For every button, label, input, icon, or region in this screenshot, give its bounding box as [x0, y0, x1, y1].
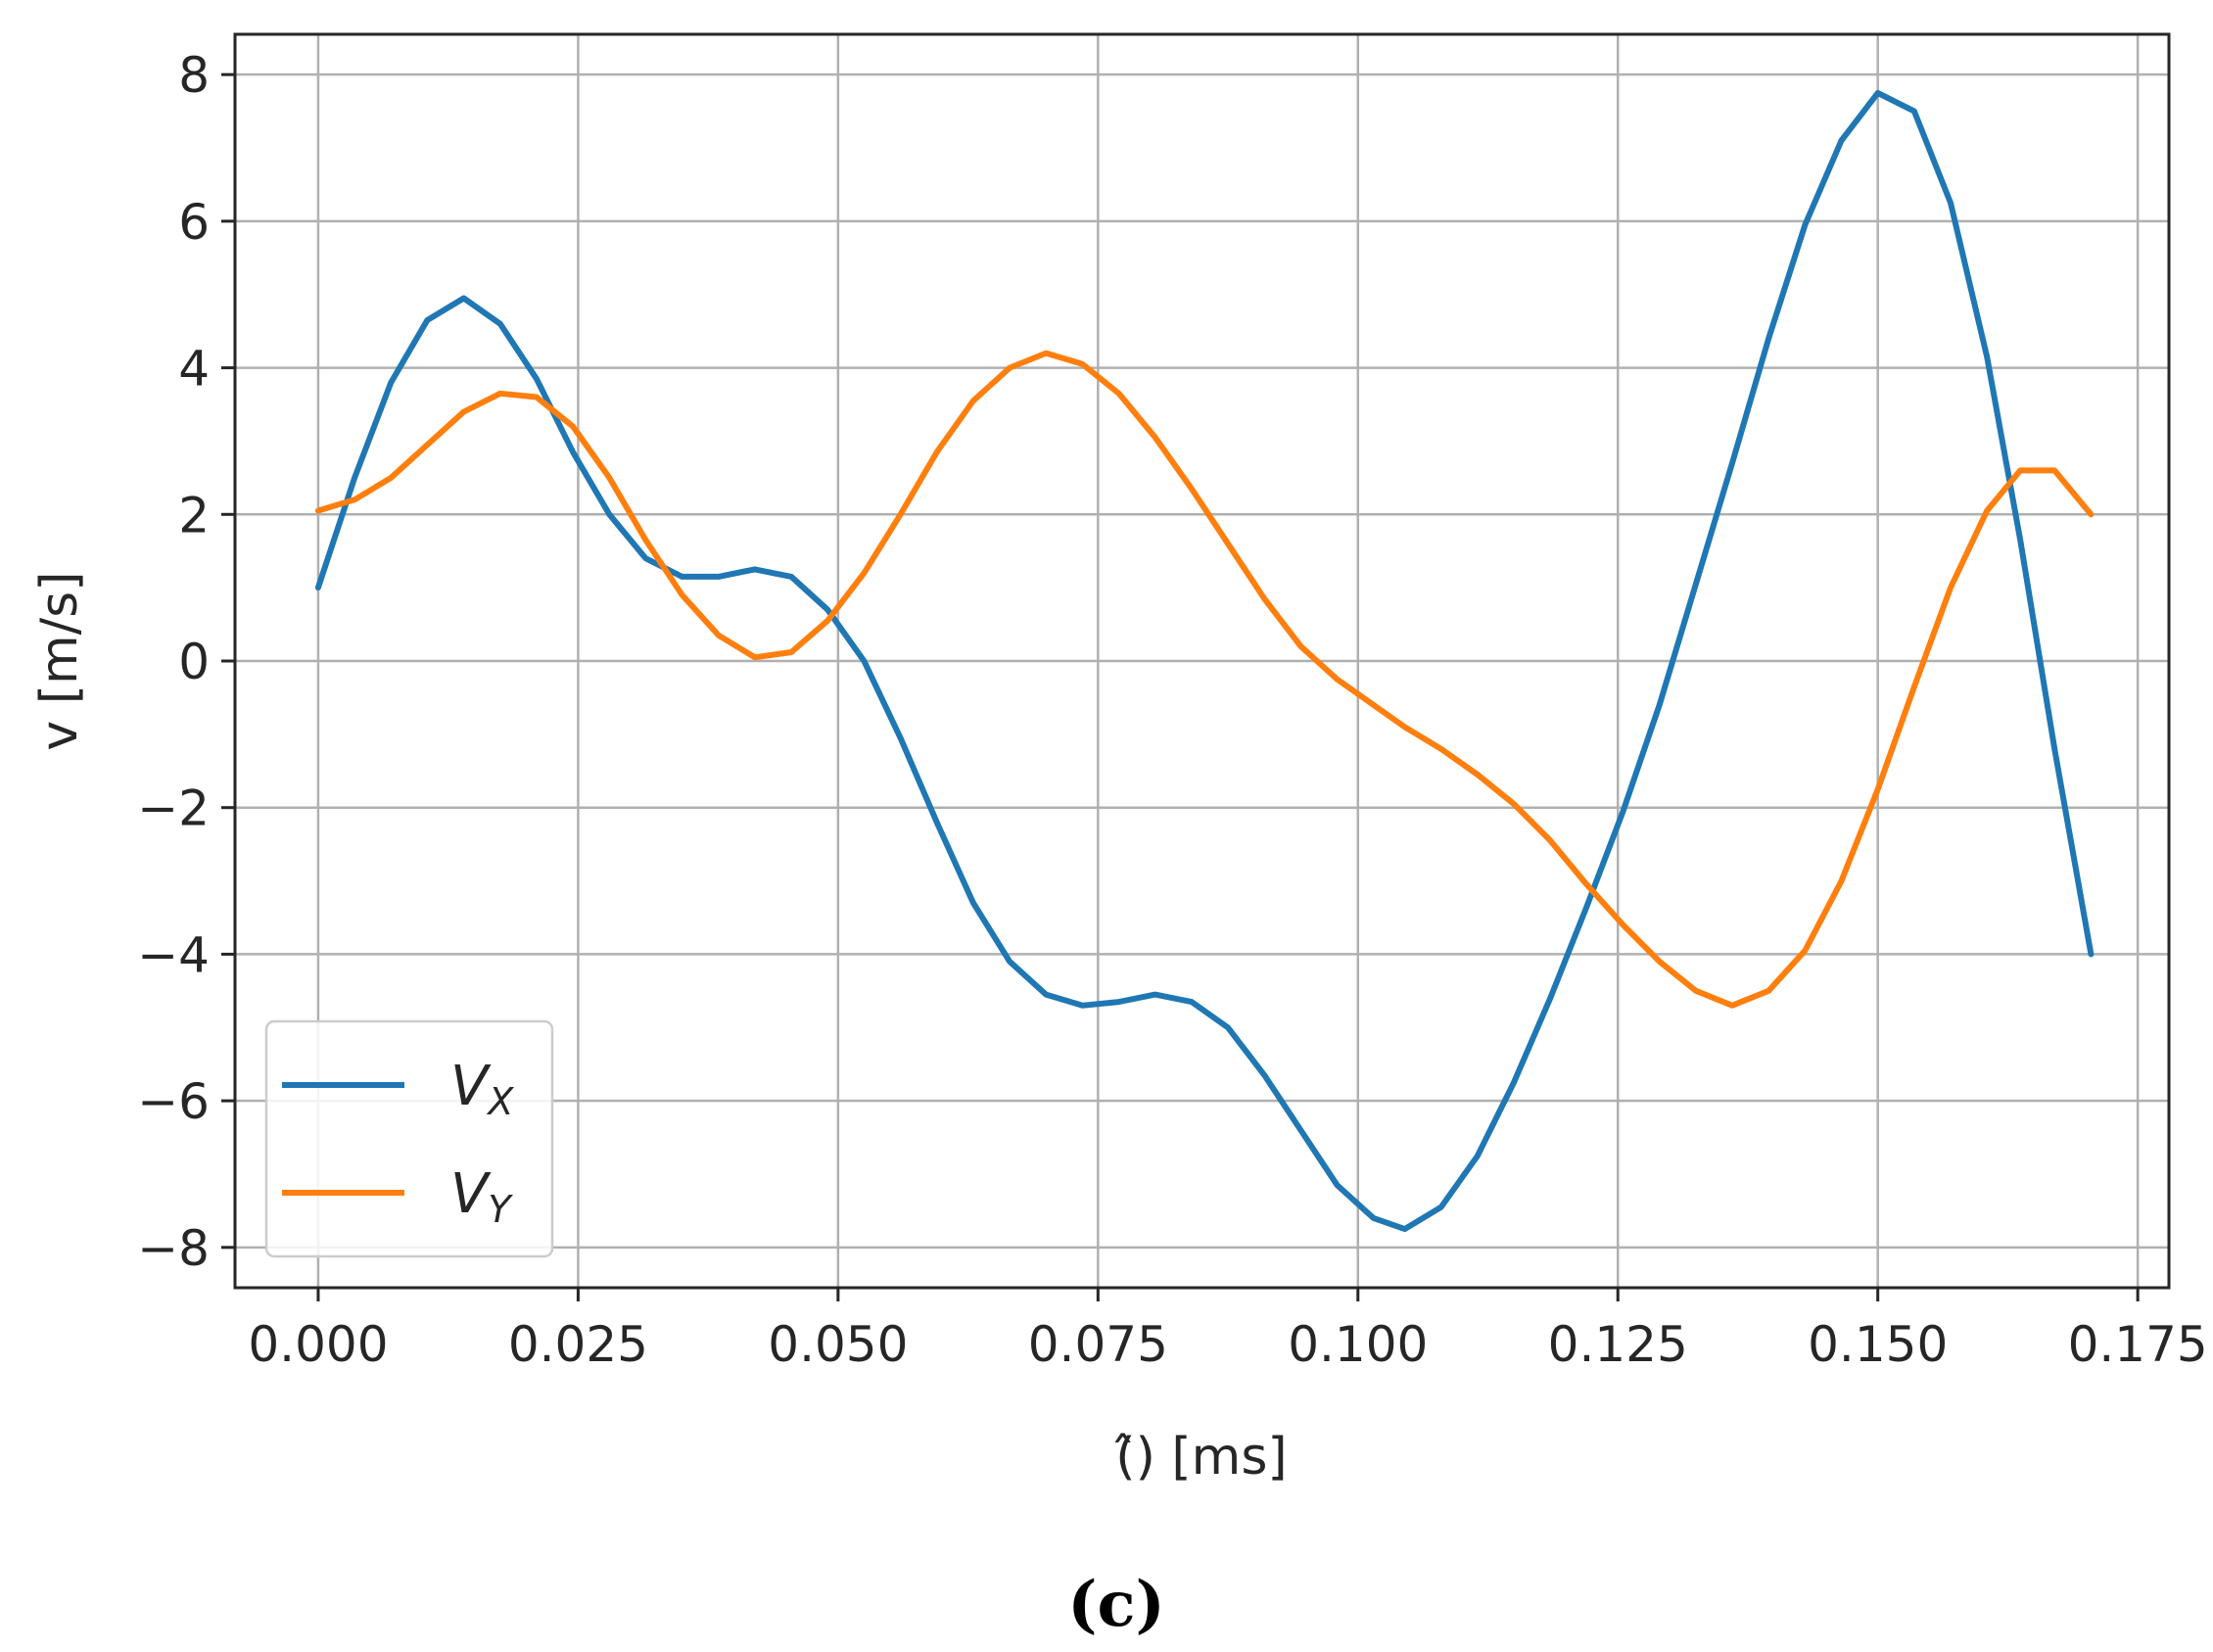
x-tick-label: 0.175: [2068, 1316, 2208, 1373]
legend-label-vx: VX: [450, 1055, 514, 1123]
y-tick-label: −6: [137, 1073, 210, 1130]
y-tick-label: 4: [178, 341, 210, 398]
x-tick-label: 0.025: [508, 1316, 648, 1373]
series-lines: [314, 89, 2095, 1233]
horizontal-gridlines: [235, 72, 2169, 1250]
x-tick-label: 0.050: [768, 1316, 908, 1373]
y-tick-label: −8: [137, 1220, 210, 1277]
y-tick-label: 8: [178, 47, 210, 104]
x-tick-label: 0.150: [1808, 1316, 1948, 1373]
x-tick-label: 0.000: [248, 1316, 388, 1373]
x-tick-label: 0.075: [1028, 1316, 1168, 1373]
x-tick-label: 0.125: [1548, 1316, 1688, 1373]
series-line-vx: [314, 89, 2095, 1233]
x-tick-label: 0.100: [1288, 1316, 1428, 1373]
y-tick-label: 0: [178, 634, 210, 690]
legend-label-vy: VY: [450, 1162, 513, 1231]
y-axis-ticks: −8 −6 −4 −2 0 2 4 6 8: [137, 47, 235, 1277]
y-tick-label: 2: [178, 487, 210, 543]
y-tick-label: −2: [137, 780, 210, 837]
y-tick-label: −4: [137, 926, 210, 983]
series-line-vy: [314, 350, 2095, 1009]
panel-label: (c): [1067, 1568, 1165, 1641]
x-axis-ticks: 0.000 0.025 0.050 0.075 0.100 0.125 0.150 0.175: [248, 1288, 2208, 1373]
x-axis-label: (̂) [ms]: [1114, 1428, 1288, 1487]
y-tick-label: 6: [178, 194, 210, 251]
legend: VX VY: [264, 1019, 554, 1258]
legend-box: [264, 1019, 554, 1258]
y-axis-label: v [m/s]: [30, 571, 89, 750]
